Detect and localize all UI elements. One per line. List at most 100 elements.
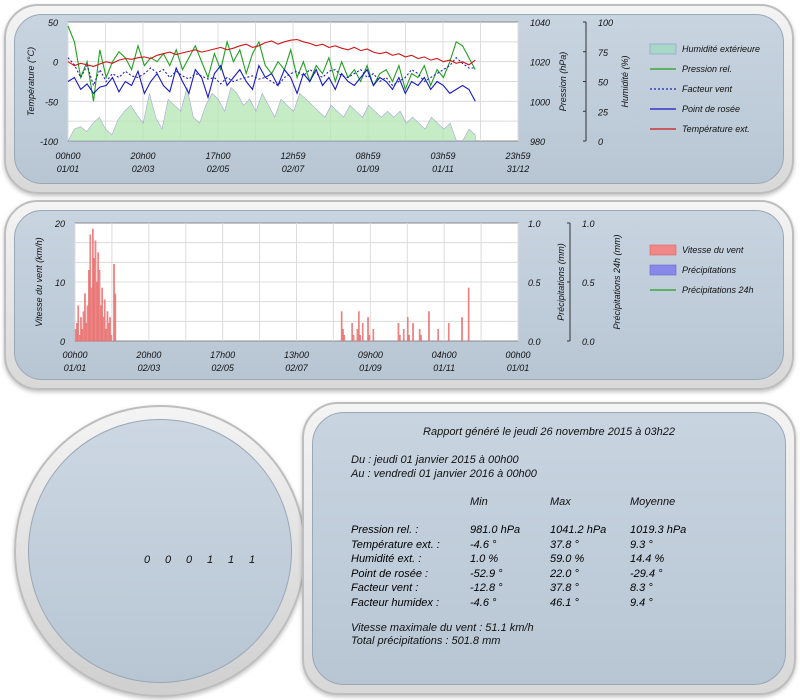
legend-label: Précipitations: [682, 265, 737, 275]
report-cell-label: Pression rel. :: [351, 524, 419, 536]
wind-bar: [342, 329, 344, 342]
wind-bar: [397, 323, 400, 342]
rain-tick-label: 0.5: [528, 278, 542, 288]
wind-bar: [94, 240, 97, 342]
wind-bar: [106, 311, 109, 342]
x-tick-date: 02/03: [132, 164, 155, 174]
gauge-digit: 0: [144, 554, 151, 566]
report-cell-max: 22.0 °: [550, 567, 579, 580]
humidity-tick-label: 75: [598, 48, 609, 58]
wind-bar: [103, 299, 106, 342]
gauge-digit: 1: [207, 554, 214, 566]
x-tick-time: 20h00: [135, 350, 161, 360]
report-period-from: Du : jeudi 01 janvier 2015 à 00h00: [351, 454, 519, 466]
x-tick-date: 02/05: [211, 363, 235, 373]
gauge-digit: 1: [228, 554, 235, 566]
wind-bar: [90, 287, 93, 342]
wind-bar: [113, 264, 115, 342]
wind-bar: [98, 270, 101, 342]
rain24-tick-label: 0.5: [582, 278, 596, 288]
rain-tick-label: 0.0: [528, 337, 541, 347]
rain24-tick-label: 1.0: [582, 219, 595, 229]
wind-bar: [89, 234, 92, 342]
legend-label: Facteur vent: [682, 84, 733, 94]
gauge-face: [28, 419, 292, 683]
x-tick-date: 01/01: [507, 363, 530, 373]
wind-bar: [447, 323, 450, 342]
wind-bar: [352, 334, 355, 342]
report-cell-min: -52.9 °: [470, 567, 503, 580]
x-tick-date: 02/07: [285, 363, 309, 373]
wind-bar: [437, 329, 439, 342]
report-period-to: Au : vendredi 01 janvier 2016 à 00h00: [351, 468, 537, 480]
wind-bar: [96, 281, 98, 342]
wind-bar: [81, 329, 84, 342]
wind-bar: [361, 323, 364, 342]
report-max-wind: Vitesse maximale du vent : 51.1 km/h: [351, 622, 534, 634]
wind-bar: [78, 334, 81, 342]
x-tick-time: 17h00: [210, 350, 235, 360]
wind-bar: [367, 317, 369, 342]
humidity-area: [67, 86, 476, 142]
report-header-avg: Moyenne: [630, 496, 676, 508]
wind-bar: [77, 305, 80, 342]
wind-bar: [84, 293, 86, 342]
windchill-line: [67, 56, 476, 88]
legend-label: Pression rel.: [682, 64, 732, 74]
legend-label: Précipitations 24h: [682, 285, 754, 295]
gauge-digits: 0 0 0 1 1 1: [144, 554, 270, 566]
report-cell-label: Facteur vent :: [351, 582, 419, 594]
x-tick-time: 04h00: [432, 350, 457, 360]
report-cell-avg: 1019.3 hPa: [630, 524, 687, 536]
x-tick-time: 00h00: [505, 350, 530, 360]
temperature-axis-title: Température (°C): [26, 47, 36, 116]
wind-bar: [92, 228, 94, 342]
legend-swatch-rain: [649, 264, 677, 276]
wind-bar: [80, 317, 82, 342]
x-tick-time: 20h00: [129, 151, 155, 161]
x-tick-time: 23h59: [504, 151, 530, 161]
legend-label: Vitesse du vent: [682, 245, 744, 255]
gauge-digit: 0: [165, 554, 172, 566]
x-tick-date: 02/07: [282, 164, 306, 174]
wind-bar: [428, 311, 430, 342]
x-tick-date: 01/01: [64, 363, 87, 373]
wind-bar: [372, 329, 375, 342]
x-tick-time: 00h00: [62, 350, 87, 360]
report-cell-label: Point de rosée :: [351, 567, 429, 580]
wind-bar: [359, 334, 361, 342]
report-cell-max: 1041.2 hPa: [550, 524, 607, 536]
legend-swatch-wind: [649, 244, 677, 256]
x-tick-date: 01/09: [357, 164, 380, 174]
wind-bar: [105, 329, 107, 342]
wind-bar: [399, 334, 401, 342]
report-cell-min: -12.8 °: [470, 582, 503, 594]
temperature-tick-label: 50: [48, 18, 58, 28]
x-tick-date: 01/11: [433, 363, 455, 373]
wind-bar: [110, 334, 113, 342]
temperature-tick-label: -50: [45, 97, 58, 107]
x-tick-time: 13h00: [284, 350, 309, 360]
gauge-panel: [14, 405, 306, 697]
temperature-tick-label: 0: [53, 58, 58, 68]
wind-bar: [418, 329, 421, 342]
wind-bar: [343, 334, 346, 342]
wind-bar: [101, 287, 103, 342]
wind-bar: [97, 252, 99, 342]
report-cell-min: -4.6 °: [470, 538, 497, 551]
weather-chart: 50 0 -50 -100 1040 1020 1000 980 100 75 50 25 0 Tempé…: [26, 18, 760, 174]
x-tick-time: 17h00: [205, 151, 230, 161]
gauge-digit: 1: [249, 554, 256, 566]
pressure-tick-label: 1020: [530, 58, 550, 68]
x-tick-date: 02/03: [138, 363, 161, 373]
report-total-rain: Total précipitations : 501.8 mm: [351, 635, 501, 647]
wind-chart: 20 10 0 1.0 0.5 0.0 1.0 0.5 0.0 Vitesse du vent (…: [34, 219, 754, 373]
wind-tick-label: 10: [55, 278, 65, 288]
pressure-tick-label: 1040: [530, 18, 550, 28]
wind-bar: [93, 258, 95, 342]
report-cell-label: Humidité ext. :: [351, 553, 422, 565]
pressure-tick-label: 980: [530, 137, 545, 147]
rain-axis-title: Précipitations (mm): [556, 243, 566, 321]
wind-bar: [99, 305, 102, 342]
report-cell-min: 1.0 %: [470, 553, 499, 565]
